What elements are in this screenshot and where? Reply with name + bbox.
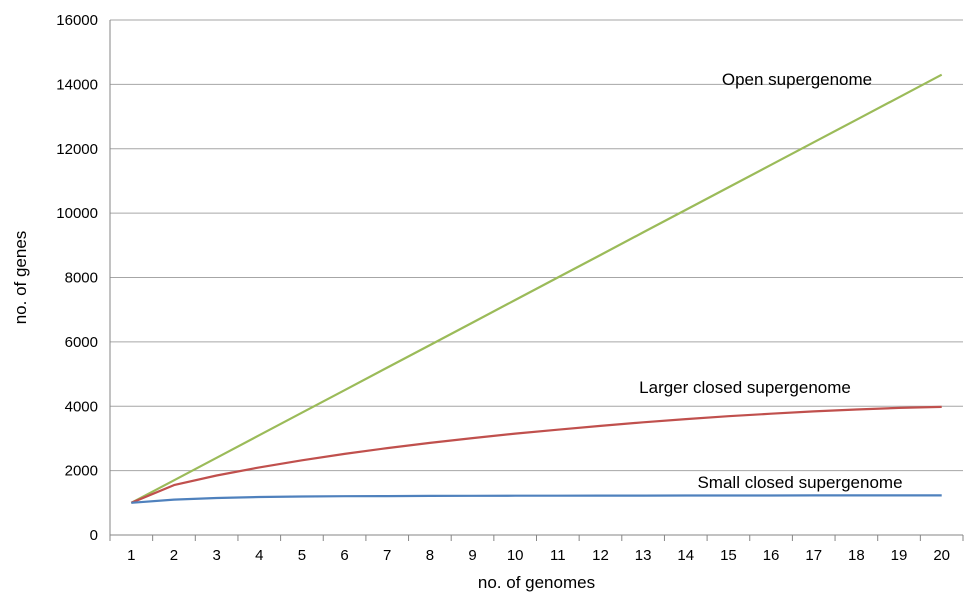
- y-tick-label: 6000: [65, 334, 98, 351]
- x-tick-label: 18: [848, 547, 865, 564]
- x-tick-label: 11: [550, 547, 566, 564]
- x-tick-label: 9: [468, 547, 476, 564]
- x-axis-title: no. of genomes: [478, 573, 595, 592]
- series-line-1: [130, 405, 942, 504]
- series-label-1: Larger closed supergenome: [639, 378, 851, 397]
- y-tick-label: 14000: [56, 76, 98, 93]
- y-tick-label: 12000: [56, 141, 98, 158]
- x-tick-label: 6: [340, 547, 348, 564]
- x-tick-label: 17: [805, 547, 822, 564]
- x-tick-label: 14: [677, 547, 694, 564]
- y-tick-label: 4000: [65, 398, 98, 415]
- y-tick-label: 8000: [65, 270, 98, 287]
- y-tick-label: 0: [90, 527, 98, 544]
- series-label-0: Open supergenome: [722, 70, 872, 89]
- x-axis-tick-labels: 1 2 3 4 5 6 7 8 9 10 11 12 13 14 15 16 17 18 19 20: [127, 547, 950, 564]
- x-tick-label: 12: [592, 547, 609, 564]
- y-axis-tick-labels: 0 2000 4000 6000 8000 10000 12000 14000 16000: [56, 12, 98, 544]
- y-tick-label: 16000: [56, 12, 98, 29]
- x-tick-label: 4: [255, 547, 263, 564]
- x-tick-label: 8: [426, 547, 434, 564]
- x-tick-label: 5: [298, 547, 306, 564]
- series-line-0: [130, 73, 943, 504]
- x-tick-label: 20: [933, 547, 950, 564]
- series-lines: [130, 73, 943, 504]
- axes: [109, 20, 964, 541]
- x-tick-label: 1: [127, 547, 135, 564]
- y-tick-label: 2000: [65, 463, 98, 480]
- x-tick-label: 16: [763, 547, 780, 564]
- series-label-2: Small closed supergenome: [697, 473, 902, 492]
- x-tick-label: 7: [383, 547, 391, 564]
- x-tick-label: 10: [507, 547, 524, 564]
- x-tick-label: 3: [212, 547, 220, 564]
- x-tick-label: 19: [891, 547, 908, 564]
- y-axis-title: no. of genes: [11, 231, 30, 325]
- x-tick-label: 13: [635, 547, 652, 564]
- x-tick-label: 15: [720, 547, 737, 564]
- x-tick-label: 2: [170, 547, 178, 564]
- y-tick-label: 10000: [56, 205, 98, 222]
- gridlines: [110, 19, 963, 472]
- series-line-2: [131, 494, 942, 504]
- series-labels: Open supergenome Larger closed supergenom…: [639, 70, 902, 492]
